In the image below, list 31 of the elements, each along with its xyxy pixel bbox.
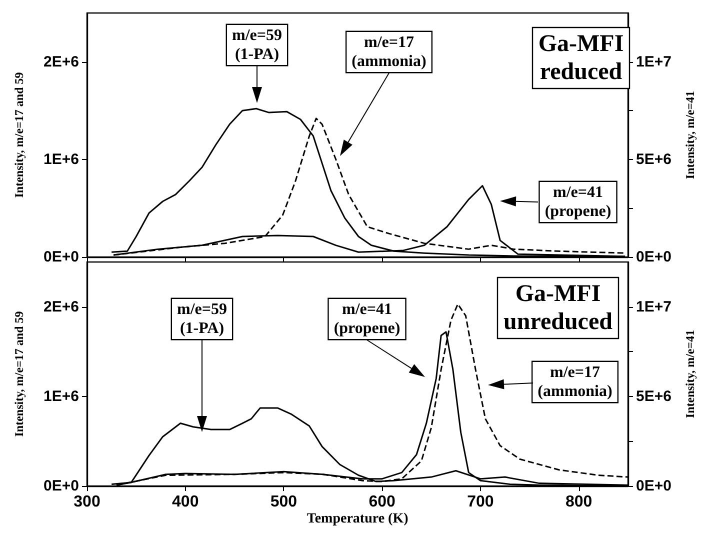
text: Ga-MFI reduced xyxy=(538,31,624,85)
annotation: m/e=59 (1-PA) xyxy=(177,301,227,337)
x-tick-label: 400 xyxy=(172,494,199,510)
y-tick-label: 2E+6 xyxy=(44,298,79,316)
y2-tick-label: 5E+6 xyxy=(636,150,672,168)
x-tick-label: 700 xyxy=(467,494,494,510)
y-tick-label: 2E+6 xyxy=(44,53,79,70)
x-tick-label: 500 xyxy=(270,494,298,510)
y-tick-label: 0E+0 xyxy=(44,248,79,266)
y2-tick-label: 0E+0 xyxy=(636,478,672,494)
y2-axis-title: Intensity, m/e=41 xyxy=(683,330,697,418)
y2-axis-title: Intensity, m/e=41 xyxy=(683,90,697,180)
x-axis-title: Temperature (K) xyxy=(306,512,409,526)
y-tick-label: 1E+6 xyxy=(44,388,79,405)
annotation: m/e=59 (1-PA) xyxy=(232,27,282,63)
annotation: m/e=41 (propene) xyxy=(544,184,612,220)
text: Ga-MFI unreduced xyxy=(504,281,614,335)
annotation: m/e=41 (propene) xyxy=(334,301,400,337)
y2-tick-label: 1E+7 xyxy=(636,298,672,316)
annotation: m/e=17 (ammonia) xyxy=(538,364,612,400)
x-tick-label: 300 xyxy=(74,494,100,510)
y2-tick-label: 5E+6 xyxy=(636,388,672,405)
y-tick-label: 0E+0 xyxy=(44,478,79,494)
y-axis-title: Intensity, m/e=17 and 59 xyxy=(12,311,26,437)
y2-tick-label: 1E+7 xyxy=(636,53,672,70)
y-axis-title: Intensity, m/e=17 and 59 xyxy=(12,72,26,198)
annotation: m/e=17 (ammonia) xyxy=(352,34,426,70)
x-tick-label: 800 xyxy=(565,494,592,510)
y-tick-label: 1E+6 xyxy=(44,150,79,168)
y2-tick-label: 0E+0 xyxy=(636,248,672,266)
x-tick-label: 600 xyxy=(368,494,396,510)
